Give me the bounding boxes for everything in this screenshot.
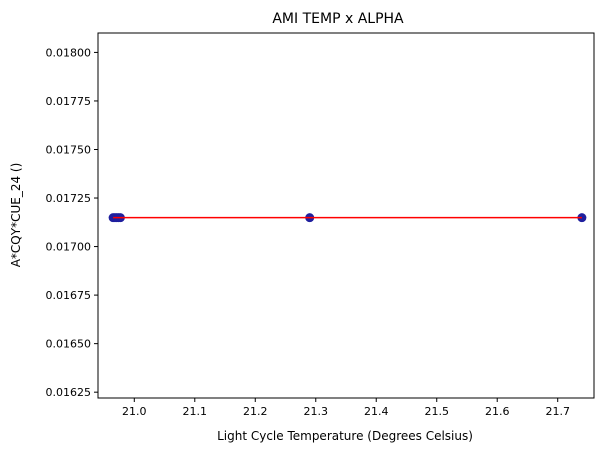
y-axis: 0.01625 0.01650 0.01675 0.01700 0.01725 0.017… <box>46 46 98 399</box>
plot-frame <box>97 32 595 399</box>
x-axis: 21.0 21.1 21.2 21.3 21.4 21.5 21.6 21.7 <box>122 398 570 418</box>
y-tick-label: 0.01775 <box>46 95 92 108</box>
x-tick-label: 21.5 <box>424 405 449 418</box>
y-tick-label: 0.01625 <box>46 386 92 399</box>
y-axis-label: A*CQY*CUE_24 () <box>9 163 23 268</box>
chart-title: AMI TEMP x ALPHA <box>272 11 404 27</box>
y-tick-label: 0.01650 <box>46 338 92 351</box>
x-tick-label: 21.2 <box>243 405 268 418</box>
y-tick-label: 0.01675 <box>46 289 92 302</box>
y-tick-label: 0.01750 <box>46 143 92 156</box>
x-tick-label: 21.7 <box>545 405 570 418</box>
y-tick-label: 0.01700 <box>46 241 92 254</box>
x-axis-label: Light Cycle Temperature (Degrees Celsius… <box>217 429 473 443</box>
x-tick-label: 21.6 <box>485 405 510 418</box>
x-tick-label: 21.4 <box>364 405 389 418</box>
x-tick-label: 21.1 <box>183 405 208 418</box>
x-tick-label: 21.0 <box>122 405 147 418</box>
x-tick-label: 21.3 <box>304 405 329 418</box>
plot-area <box>108 213 587 223</box>
y-tick-label: 0.01725 <box>46 192 92 205</box>
y-tick-label: 0.01800 <box>46 46 92 59</box>
